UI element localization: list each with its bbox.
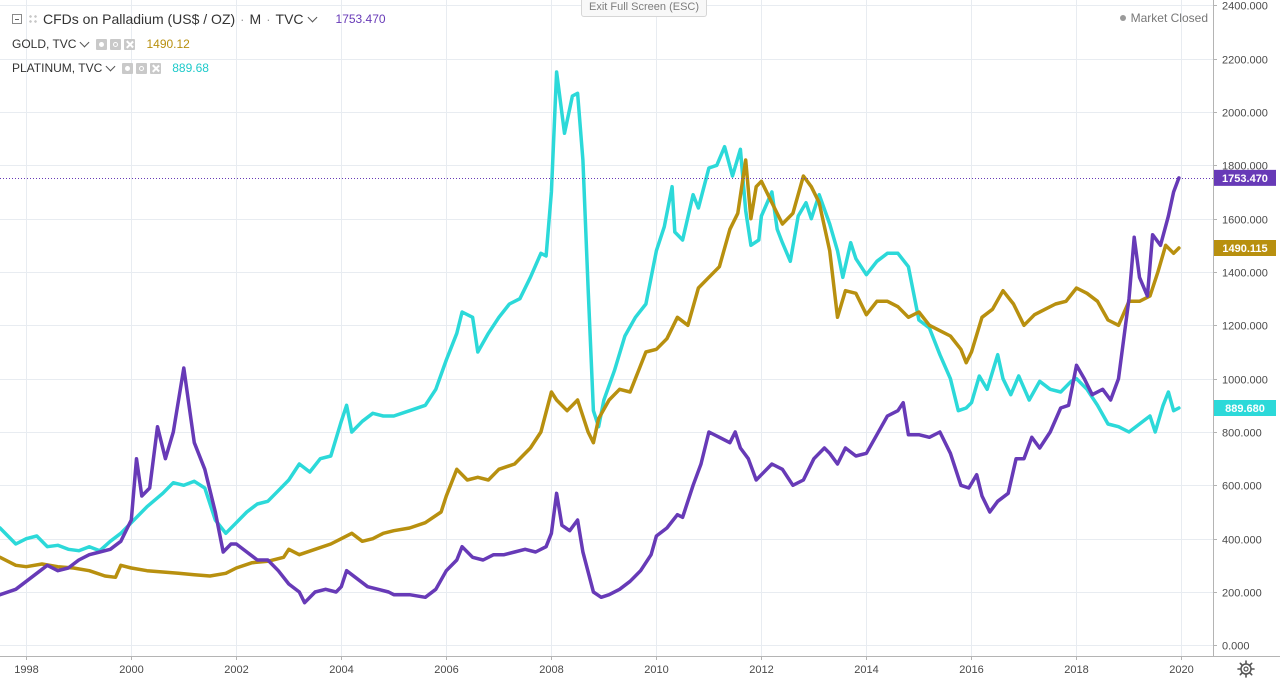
x-tick-label: 2018	[1064, 664, 1088, 676]
exit-fullscreen-button[interactable]: Exit Full Screen (ESC)	[581, 0, 707, 17]
y-tick-label: 1400.000	[1222, 268, 1268, 280]
time-axis[interactable]: 1998 2000 2002 2004 2006 2008 2010 2012 2014 2016…	[14, 656, 1194, 676]
last-value-text: 1753.470	[1222, 173, 1268, 185]
market-status-label: Market Closed	[1130, 11, 1208, 25]
main-symbol-interval[interactable]: M	[249, 11, 262, 27]
x-tick-label: 2006	[434, 664, 458, 676]
platinum-value: 889.68	[172, 61, 209, 75]
gold-value: 1490.12	[146, 37, 190, 51]
y-tick-label: 2400.000	[1222, 1, 1268, 13]
market-status: Market Closed	[1119, 11, 1208, 25]
y-tick-label: 1800.000	[1222, 161, 1268, 173]
legend-main-row[interactable]: CFDs on Palladium (US$ / OZ) · M · TVC 1…	[12, 11, 386, 27]
chevron-down-icon[interactable]	[80, 37, 90, 47]
last-value-label-2: 1753.470	[1214, 169, 1276, 186]
status-dot-icon	[1119, 15, 1126, 21]
y-tick-label: 600.000	[1222, 481, 1262, 493]
settings-small-icon[interactable]	[110, 38, 122, 50]
main-symbol-title[interactable]: CFDs on Palladium (US$ / OZ)	[43, 11, 236, 27]
chevron-down-icon[interactable]	[105, 61, 116, 71]
last-value-label-0: 889.680	[1214, 400, 1276, 416]
y-tick-label: 800.000	[1222, 428, 1262, 440]
x-tick-label: 2000	[119, 664, 143, 676]
x-tick-label: 2008	[539, 664, 563, 676]
series-line-1[interactable]	[0, 158, 1181, 580]
x-tick-label: 2004	[329, 664, 353, 676]
y-tick-label: 2200.000	[1222, 55, 1268, 67]
legend-gold-row[interactable]: GOLD, TVC 1490.12	[12, 37, 190, 51]
minus-square-icon[interactable]	[12, 14, 22, 24]
x-tick-label: 2016	[959, 664, 983, 676]
settings-small-icon[interactable]	[136, 62, 148, 74]
chevron-down-icon[interactable]	[307, 12, 317, 22]
series-line-0[interactable]	[0, 70, 1181, 553]
last-value-text: 1490.115	[1222, 243, 1267, 255]
last-value-badge	[1214, 400, 1276, 416]
x-tick-label: 2002	[224, 664, 248, 676]
x-tick-label: 1998	[14, 664, 38, 676]
close-icon[interactable]	[124, 38, 136, 50]
y-tick-label: 1200.000	[1222, 321, 1268, 333]
x-tick-label: 2020	[1169, 664, 1193, 676]
main-symbol-source[interactable]: TVC	[275, 11, 304, 27]
series-line-2[interactable]	[0, 176, 1181, 605]
last-value-labels: 889.680 1490.115 1753.470	[1214, 169, 1276, 416]
last-value-label-1: 1490.115	[1214, 240, 1276, 256]
main-symbol-value: 1753.470	[335, 12, 386, 26]
separator-dot: ·	[240, 11, 245, 27]
close-icon[interactable]	[150, 62, 162, 74]
series-lines	[0, 70, 1181, 605]
y-tick-label: 200.000	[1222, 588, 1262, 600]
x-tick-label: 2012	[749, 664, 773, 676]
gear-icon[interactable]	[1237, 660, 1255, 678]
y-tick-label: 1600.000	[1222, 215, 1268, 227]
last-value-badge	[1214, 169, 1276, 186]
eye-icon[interactable]	[122, 62, 134, 74]
y-tick-label: 0.000	[1222, 641, 1250, 653]
eye-icon[interactable]	[96, 38, 108, 50]
drag-handle-icon[interactable]	[28, 14, 38, 24]
gold-symbol-name[interactable]: GOLD, TVC	[12, 37, 77, 51]
price-axis[interactable]: 0.000 200.000 400.000 600.000 800.000 1000.00…	[1213, 1, 1268, 653]
separator-dot: ·	[266, 11, 271, 27]
y-tick-label: 2000.000	[1222, 108, 1268, 120]
last-value-badge	[1214, 240, 1276, 256]
x-tick-label: 2014	[854, 664, 878, 676]
x-tick-label: 2010	[644, 664, 668, 676]
platinum-symbol-name[interactable]: PLATINUM, TVC	[12, 61, 103, 75]
y-tick-label: 400.000	[1222, 535, 1262, 547]
y-tick-label: 1000.000	[1222, 375, 1268, 387]
last-value-text: 889.680	[1225, 403, 1265, 415]
legend-platinum-row[interactable]: PLATINUM, TVC 889.68	[12, 61, 209, 75]
